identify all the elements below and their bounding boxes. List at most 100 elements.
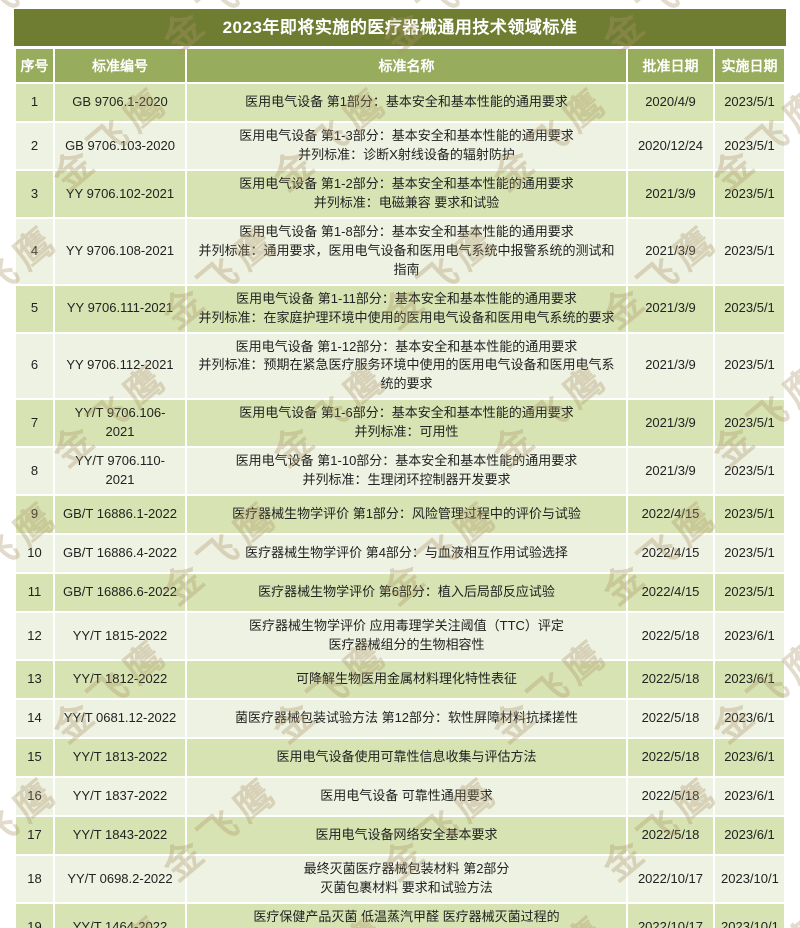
name-cell: 医用电气设备 可靠性通用要求 bbox=[185, 776, 628, 818]
seq-cell: 1 bbox=[14, 82, 55, 123]
implemented-date-cell: 2023/6/1 bbox=[713, 659, 786, 701]
implemented-date-cell: 2023/5/1 bbox=[713, 572, 786, 614]
code-cell: YY/T 1843-2022 bbox=[53, 815, 187, 857]
implemented-date-cell: 2023/5/1 bbox=[713, 446, 786, 497]
seq-cell: 10 bbox=[14, 533, 55, 575]
approved-date-cell: 2022/10/17 bbox=[626, 902, 715, 928]
seq-cell: 6 bbox=[14, 331, 55, 401]
name-cell: 医疗器械生物学评价 第6部分：植入后局部反应试验 bbox=[185, 572, 628, 614]
approved-date-cell: 2021/3/9 bbox=[626, 331, 715, 401]
implemented-date-cell: 2023/5/1 bbox=[713, 121, 786, 171]
implemented-date-cell: 2023/10/1 bbox=[713, 902, 786, 928]
table-row: 6 YY 9706.112-2021 医用电气设备 第1-12部分：基本安全和基本性… bbox=[14, 331, 786, 401]
code-cell: GB/T 16886.1-2022 bbox=[53, 494, 187, 536]
approved-date-cell: 2020/12/24 bbox=[626, 121, 715, 171]
approved-date-cell: 2021/3/9 bbox=[626, 169, 715, 219]
implemented-date-cell: 2023/5/1 bbox=[713, 217, 786, 286]
approved-date-cell: 2022/4/15 bbox=[626, 572, 715, 614]
seq-cell: 9 bbox=[14, 494, 55, 536]
table-row: 4 YY 9706.108-2021 医用电气设备 第1-8部分：基本安全和基本性能… bbox=[14, 217, 786, 286]
name-cell: 医疗保健产品灭菌 低温蒸汽甲醛 医疗器械灭菌过程的 开发、确认和常规控制要求 bbox=[185, 902, 628, 928]
code-cell: YY/T 1464-2022 bbox=[53, 902, 187, 928]
approved-date-cell: 2022/5/18 bbox=[626, 776, 715, 818]
name-cell: 医用电气设备 第1-8部分：基本安全和基本性能的通用要求 并列标准：通用要求，医… bbox=[185, 217, 628, 286]
seq-cell: 14 bbox=[14, 698, 55, 740]
code-cell: YY/T 0698.2-2022 bbox=[53, 854, 187, 905]
code-cell: YY/T 9706.106-2021 bbox=[53, 398, 187, 449]
name-cell: 医用电气设备 第1-11部分：基本安全和基本性能的通用要求 并列标准：在家庭护理… bbox=[185, 283, 628, 334]
table-row: 15 YY/T 1813-2022 医用电气设备使用可靠性信息收集与评估方法 2022… bbox=[14, 737, 786, 779]
seq-cell: 12 bbox=[14, 611, 55, 662]
name-cell: 医疗器械生物学评价 应用毒理学关注阈值（TTC）评定 医疗器械组分的生物相容性 bbox=[185, 611, 628, 662]
standards-table: 序号 标准编号 标准名称 批准日期 实施日期 1 GB 9706.1-2020 医用… bbox=[14, 47, 786, 928]
name-cell: 可降解生物医用金属材料理化特性表征 bbox=[185, 659, 628, 701]
column-header-approved: 批准日期 bbox=[626, 47, 715, 84]
table-row: 17 YY/T 1843-2022 医用电气设备网络安全基本要求 2022/5/18 2… bbox=[14, 815, 786, 857]
name-cell: 最终灭菌医疗器械包装材料 第2部分 灭菌包裹材料 要求和试验方法 bbox=[185, 854, 628, 905]
table-row: 10 GB/T 16886.4-2022 医疗器械生物学评价 第4部分：与血液相互作… bbox=[14, 533, 786, 575]
standards-table-body: 1 GB 9706.1-2020 医用电气设备 第1部分：基本安全和基本性能的通用要… bbox=[14, 82, 786, 928]
seq-cell: 19 bbox=[14, 902, 55, 928]
name-cell: 医用电气设备使用可靠性信息收集与评估方法 bbox=[185, 737, 628, 779]
code-cell: YY/T 1837-2022 bbox=[53, 776, 187, 818]
seq-cell: 3 bbox=[14, 169, 55, 219]
standards-document: 2023年即将实施的医疗器械通用技术领域标准 序号 标准编号 标准名称 批准日期… bbox=[14, 9, 786, 928]
code-cell: GB/T 16886.4-2022 bbox=[53, 533, 187, 575]
implemented-date-cell: 2023/10/1 bbox=[713, 854, 786, 905]
implemented-date-cell: 2023/5/1 bbox=[713, 331, 786, 401]
seq-cell: 18 bbox=[14, 854, 55, 905]
approved-date-cell: 2022/5/18 bbox=[626, 815, 715, 857]
table-row: 16 YY/T 1837-2022 医用电气设备 可靠性通用要求 2022/5/18 2… bbox=[14, 776, 786, 818]
implemented-date-cell: 2023/6/1 bbox=[713, 815, 786, 857]
column-header-seq: 序号 bbox=[14, 47, 55, 84]
column-header-implemented: 实施日期 bbox=[713, 47, 786, 84]
page-title: 2023年即将实施的医疗器械通用技术领域标准 bbox=[14, 9, 786, 46]
name-cell: 医用电气设备 第1-6部分：基本安全和基本性能的通用要求 并列标准：可用性 bbox=[185, 398, 628, 449]
approved-date-cell: 2020/4/9 bbox=[626, 82, 715, 123]
name-cell: 医用电气设备 第1-2部分：基本安全和基本性能的通用要求 并列标准：电磁兼容 要… bbox=[185, 169, 628, 219]
approved-date-cell: 2021/3/9 bbox=[626, 217, 715, 286]
table-row: 7 YY/T 9706.106-2021 医用电气设备 第1-6部分：基本安全和基本… bbox=[14, 398, 786, 449]
seq-cell: 8 bbox=[14, 446, 55, 497]
name-cell: 医疗器械生物学评价 第4部分：与血液相互作用试验选择 bbox=[185, 533, 628, 575]
name-cell: 医用电气设备 第1部分：基本安全和基本性能的通用要求 bbox=[185, 82, 628, 123]
table-row: 19 YY/T 1464-2022 医疗保健产品灭菌 低温蒸汽甲醛 医疗器械灭菌过程… bbox=[14, 902, 786, 928]
approved-date-cell: 2021/3/9 bbox=[626, 446, 715, 497]
table-row: 14 YY/T 0681.12-2022 菌医疗器械包装试验方法 第12部分：软性屏… bbox=[14, 698, 786, 740]
seq-cell: 17 bbox=[14, 815, 55, 857]
table-row: 2 GB 9706.103-2020 医用电气设备 第1-3部分：基本安全和基本性能… bbox=[14, 121, 786, 171]
table-row: 18 YY/T 0698.2-2022 最终灭菌医疗器械包装材料 第2部分 灭菌包裹… bbox=[14, 854, 786, 905]
column-header-name: 标准名称 bbox=[185, 47, 628, 84]
approved-date-cell: 2022/10/17 bbox=[626, 854, 715, 905]
implemented-date-cell: 2023/5/1 bbox=[713, 494, 786, 536]
code-cell: YY 9706.111-2021 bbox=[53, 283, 187, 334]
table-row: 8 YY/T 9706.110-2021 医用电气设备 第1-10部分：基本安全和基… bbox=[14, 446, 786, 497]
approved-date-cell: 2021/3/9 bbox=[626, 283, 715, 334]
approved-date-cell: 2021/3/9 bbox=[626, 398, 715, 449]
implemented-date-cell: 2023/5/1 bbox=[713, 283, 786, 334]
name-cell: 医用电气设备 第1-12部分：基本安全和基本性能的通用要求 并列标准：预期在紧急… bbox=[185, 331, 628, 401]
name-cell: 医用电气设备 第1-10部分：基本安全和基本性能的通用要求 并列标准：生理闭环控… bbox=[185, 446, 628, 497]
seq-cell: 7 bbox=[14, 398, 55, 449]
table-row: 13 YY/T 1812-2022 可降解生物医用金属材料理化特性表征 2022/5/… bbox=[14, 659, 786, 701]
approved-date-cell: 2022/5/18 bbox=[626, 698, 715, 740]
code-cell: YY/T 1813-2022 bbox=[53, 737, 187, 779]
code-cell: YY/T 9706.110-2021 bbox=[53, 446, 187, 497]
implemented-date-cell: 2023/5/1 bbox=[713, 398, 786, 449]
code-cell: YY 9706.108-2021 bbox=[53, 217, 187, 286]
code-cell: YY/T 1815-2022 bbox=[53, 611, 187, 662]
name-cell: 医用电气设备 第1-3部分：基本安全和基本性能的通用要求 并列标准：诊断X射线设… bbox=[185, 121, 628, 171]
seq-cell: 15 bbox=[14, 737, 55, 779]
name-cell: 医用电气设备网络安全基本要求 bbox=[185, 815, 628, 857]
table-row: 1 GB 9706.1-2020 医用电气设备 第1部分：基本安全和基本性能的通用要… bbox=[14, 82, 786, 123]
approved-date-cell: 2022/4/15 bbox=[626, 494, 715, 536]
table-row: 11 GB/T 16886.6-2022 医疗器械生物学评价 第6部分：植入后局部反… bbox=[14, 572, 786, 614]
implemented-date-cell: 2023/5/1 bbox=[713, 169, 786, 219]
table-row: 3 YY 9706.102-2021 医用电气设备 第1-2部分：基本安全和基本性能… bbox=[14, 169, 786, 219]
code-cell: GB 9706.103-2020 bbox=[53, 121, 187, 171]
approved-date-cell: 2022/5/18 bbox=[626, 611, 715, 662]
implemented-date-cell: 2023/5/1 bbox=[713, 82, 786, 123]
implemented-date-cell: 2023/5/1 bbox=[713, 533, 786, 575]
implemented-date-cell: 2023/6/1 bbox=[713, 698, 786, 740]
implemented-date-cell: 2023/6/1 bbox=[713, 737, 786, 779]
